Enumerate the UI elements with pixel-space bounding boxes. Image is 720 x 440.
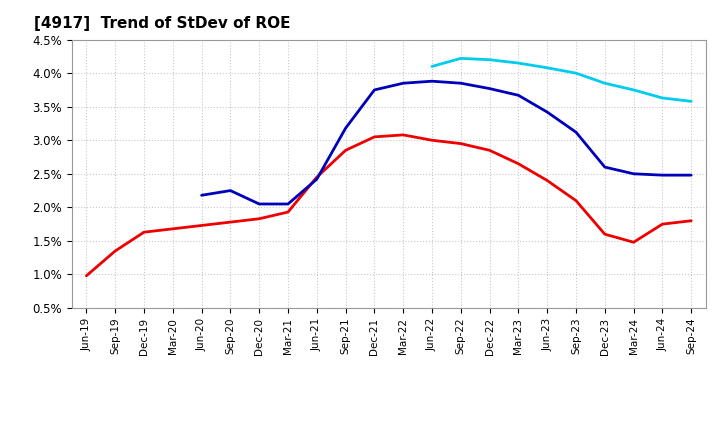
3 Years (341, 148, 350, 153)
3 Years (428, 138, 436, 143)
3 Years (456, 141, 465, 146)
5 Years (485, 86, 494, 91)
5 Years (341, 125, 350, 131)
5 Years (226, 188, 235, 193)
3 Years (687, 218, 696, 224)
3 Years (111, 248, 120, 253)
5 Years (312, 176, 321, 182)
7 Years (543, 65, 552, 70)
5 Years (629, 171, 638, 176)
3 Years (226, 220, 235, 225)
Text: [4917]  Trend of StDev of ROE: [4917] Trend of StDev of ROE (34, 16, 290, 32)
5 Years (428, 79, 436, 84)
5 Years (514, 93, 523, 98)
3 Years (514, 161, 523, 166)
7 Years (428, 64, 436, 69)
7 Years (514, 60, 523, 66)
3 Years (629, 240, 638, 245)
3 Years (312, 175, 321, 180)
7 Years (687, 99, 696, 104)
3 Years (543, 178, 552, 183)
5 Years (456, 81, 465, 86)
3 Years (658, 221, 667, 227)
5 Years (658, 172, 667, 178)
3 Years (485, 148, 494, 153)
5 Years (370, 87, 379, 92)
Line: 3 Years: 3 Years (86, 135, 691, 276)
5 Years (543, 110, 552, 115)
5 Years (687, 172, 696, 178)
Line: 5 Years: 5 Years (202, 81, 691, 204)
3 Years (572, 198, 580, 203)
7 Years (456, 56, 465, 61)
5 Years (284, 202, 292, 207)
7 Years (629, 87, 638, 92)
3 Years (140, 230, 148, 235)
3 Years (197, 223, 206, 228)
3 Years (82, 273, 91, 279)
5 Years (572, 129, 580, 135)
7 Years (485, 57, 494, 62)
7 Years (658, 95, 667, 101)
3 Years (370, 134, 379, 139)
7 Years (600, 81, 609, 86)
Line: 7 Years: 7 Years (432, 59, 691, 101)
3 Years (284, 209, 292, 215)
7 Years (572, 70, 580, 76)
3 Years (168, 226, 177, 231)
3 Years (600, 231, 609, 237)
5 Years (197, 193, 206, 198)
5 Years (399, 81, 408, 86)
5 Years (255, 202, 264, 207)
3 Years (399, 132, 408, 138)
5 Years (600, 165, 609, 170)
3 Years (255, 216, 264, 221)
